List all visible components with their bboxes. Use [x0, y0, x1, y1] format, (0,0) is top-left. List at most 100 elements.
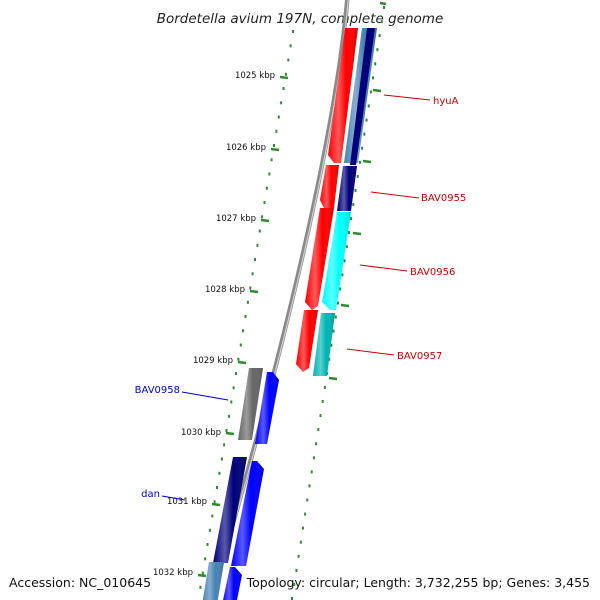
tick-dot [376, 48, 379, 52]
tick-dot [268, 172, 271, 176]
tick-dot [365, 118, 368, 122]
gene-hyuA-red[interactable] [328, 28, 358, 163]
gene-label-text: BAV0958 [135, 385, 180, 396]
tick-dot [361, 146, 364, 150]
tick-dot [319, 414, 322, 418]
tick-dot [380, 20, 383, 24]
label-dan[interactable]: dan [141, 489, 186, 501]
tick-dot [235, 372, 237, 375]
gene-navy-top[interactable] [350, 28, 375, 165]
scale-label: 1027 kbp [216, 214, 256, 224]
gene-BAV0956-cyan[interactable] [322, 212, 351, 310]
tick-dot [328, 357, 331, 361]
scale-label: 1029 kbp [193, 356, 233, 366]
tick-dot [317, 428, 320, 432]
tick-dot [383, 6, 385, 9]
tick-dot [334, 315, 337, 319]
tick-dot [270, 158, 273, 162]
tick-dot [280, 101, 283, 105]
tick-dot [208, 528, 211, 532]
tick-dot [287, 58, 290, 62]
gene-BAV0957-red[interactable] [296, 310, 318, 372]
gene-bottom-steelblue[interactable] [202, 562, 224, 600]
scale-tick-1026: 1026 kbp [226, 143, 280, 153]
tick-dot [289, 44, 292, 48]
tick-dot [363, 132, 366, 136]
tick-dot [218, 471, 221, 475]
gene-label-text: BAV0955 [421, 193, 466, 204]
scale-label: 1031 kbp [167, 497, 207, 507]
gene-dan-navy[interactable] [213, 457, 247, 563]
tick-dot [225, 429, 228, 432]
tick-dot [374, 62, 377, 66]
tick-dot [293, 582, 296, 586]
tick-dot [358, 160, 361, 164]
tick-dot [308, 484, 311, 488]
tick-dot [211, 514, 214, 518]
gene-label-text: hyuA [433, 96, 459, 107]
tick-dot [323, 385, 326, 389]
tick-dot [206, 543, 209, 546]
tick-dot [213, 500, 216, 504]
scale-label: 1028 kbp [205, 285, 245, 295]
genome-backbone [208, 0, 350, 600]
tick-dot [237, 357, 240, 361]
tick-dot [321, 400, 324, 403]
tick-dot [220, 457, 223, 461]
tick-dot [332, 329, 335, 333]
scale-tick-1025: 1025 kbp [235, 71, 289, 81]
scale-tick-1027: 1027 kbp [216, 214, 270, 224]
tick-dot [201, 571, 204, 575]
gene-label-text: dan [141, 489, 160, 500]
tick-dot [232, 386, 235, 390]
scale-label: 1026 kbp [226, 143, 266, 153]
accession-text: Accession: NC_010645 [9, 575, 151, 590]
label-BAV0955[interactable]: BAV0955 [370, 191, 466, 204]
tick-dot [246, 300, 249, 304]
tick-dot [315, 442, 318, 446]
tick-dot [223, 443, 226, 447]
gene-BAV0958-gray[interactable] [238, 368, 263, 440]
outer-tick-marks [328, 1, 387, 381]
label-hyuA[interactable]: hyuA [383, 94, 459, 107]
inner-tick-dots [199, 30, 294, 589]
scale-label: 1032 kbp [153, 568, 193, 578]
label-BAV0958[interactable]: BAV0958 [135, 385, 229, 401]
tick-dot [249, 286, 252, 290]
gene-BAV0958-blue[interactable] [255, 372, 279, 444]
tick-dot [337, 301, 339, 305]
tick-dot [251, 272, 254, 276]
tick-dot [330, 343, 333, 347]
tick-dot [199, 585, 202, 589]
outer-tick-dots [291, 6, 385, 600]
scale-tick-1029: 1029 kbp [193, 356, 247, 366]
label-BAV0956[interactable]: BAV0956 [359, 264, 455, 278]
gene-bottom-blue[interactable] [222, 567, 242, 600]
tick-dot [304, 512, 307, 516]
tick-dot [244, 315, 247, 318]
gene-BAV0957-cyan[interactable] [313, 313, 335, 376]
tick-dot [306, 498, 309, 502]
tick-dot [312, 456, 315, 460]
tick-dot [341, 273, 344, 277]
gene-label-text: BAV0957 [397, 351, 442, 362]
tick-dot [239, 343, 242, 347]
tick-dot [339, 287, 342, 291]
gene-BAV0955-red[interactable] [320, 165, 339, 208]
tick-dot [291, 597, 293, 600]
gene-dan-blue[interactable] [231, 461, 264, 566]
tick-dot [292, 30, 294, 33]
tick-dot [242, 329, 245, 333]
scale-label: 1030 kbp [181, 428, 221, 438]
tick-dot [345, 245, 348, 249]
tick-dot [350, 217, 353, 221]
tick-dot [277, 115, 280, 119]
tick-dot [227, 414, 230, 418]
tick-dot [204, 557, 207, 561]
label-BAV0957[interactable]: BAV0957 [346, 348, 442, 362]
gene-BAV0956-red[interactable] [305, 208, 334, 310]
gene-BAV0955-navy[interactable] [337, 166, 357, 211]
scale-tick-1028: 1028 kbp [205, 285, 259, 295]
tick-dot [352, 203, 355, 206]
